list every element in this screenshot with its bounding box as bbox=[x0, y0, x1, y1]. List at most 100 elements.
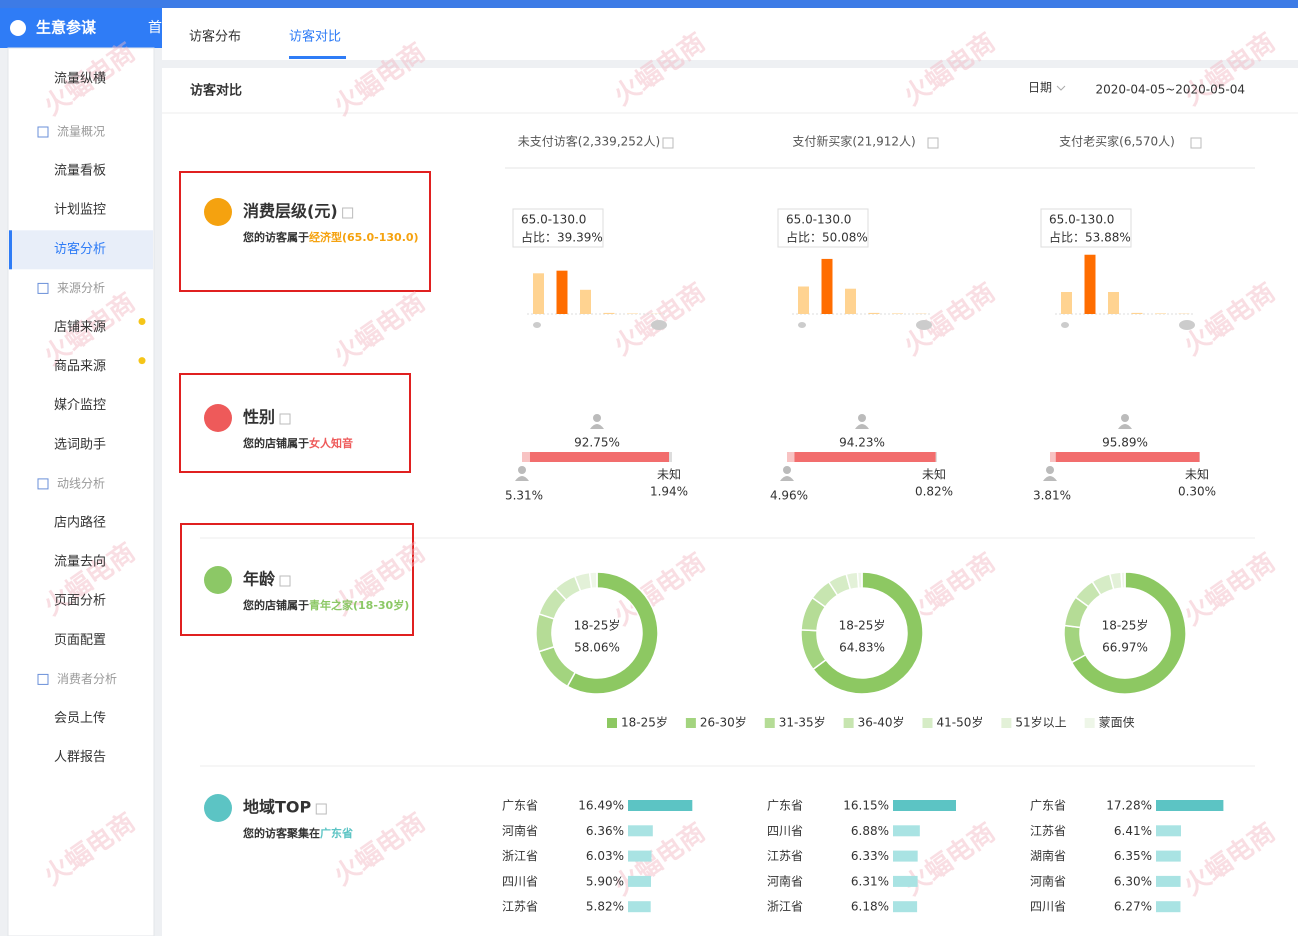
help-icon bbox=[315, 803, 327, 815]
female-share: 94.23% bbox=[839, 436, 885, 450]
sidebar-item[interactable]: 流量纵横 bbox=[54, 72, 106, 87]
sidebar-item[interactable]: 人群报告 bbox=[54, 750, 106, 765]
unknown-bar bbox=[669, 452, 672, 462]
person-icon bbox=[593, 414, 601, 422]
province-share: 6.33% bbox=[851, 849, 889, 863]
sidebar-item[interactable]: 店铺来源 bbox=[54, 320, 106, 335]
province-share: 6.31% bbox=[851, 874, 889, 888]
bar bbox=[892, 313, 903, 314]
province: 浙江省 bbox=[767, 900, 803, 914]
date-label[interactable]: 日期 bbox=[1028, 81, 1052, 95]
person-icon bbox=[780, 476, 794, 481]
row-desc: 您的访客聚集在 bbox=[243, 826, 320, 840]
province-bar bbox=[893, 901, 918, 913]
coins-icon bbox=[651, 320, 667, 330]
unknown-label: 未知 bbox=[1185, 468, 1209, 482]
coin-icon bbox=[533, 322, 541, 328]
province: 广东省 bbox=[1030, 799, 1066, 813]
sidebar-item[interactable]: 访客分析 bbox=[54, 241, 106, 257]
donut-center-value: 64.83% bbox=[839, 641, 885, 655]
bar bbox=[603, 312, 615, 314]
province-share: 6.41% bbox=[1114, 824, 1152, 838]
legend-label: 26-30岁 bbox=[700, 715, 747, 730]
donut-slice bbox=[811, 571, 924, 695]
unknown-label: 未知 bbox=[657, 468, 681, 482]
province-bar bbox=[893, 875, 918, 887]
province-bar bbox=[628, 875, 652, 887]
coin-icon bbox=[798, 322, 806, 328]
province: 江苏省 bbox=[502, 900, 538, 914]
legend-label: 51岁以上 bbox=[1015, 715, 1066, 730]
tab[interactable]: 访客分布 bbox=[189, 29, 241, 45]
province-share: 6.30% bbox=[1114, 874, 1152, 888]
sidebar-item[interactable]: 页面分析 bbox=[54, 594, 106, 609]
tooltip-range: 65.0-130.0 bbox=[786, 213, 851, 227]
tooltip-share: 占比：39.39% bbox=[521, 230, 603, 245]
tab[interactable]: 访客对比 bbox=[289, 29, 341, 45]
male-bar bbox=[1050, 452, 1056, 462]
sidebar-group: 来源分析 bbox=[57, 281, 105, 295]
date-range: 2020-04-05~2020-05-04 bbox=[1095, 83, 1245, 97]
bar bbox=[1131, 312, 1143, 314]
sidebar-item[interactable]: 计划监控 bbox=[54, 203, 106, 218]
province-bar bbox=[1156, 800, 1224, 811]
sidebar-group: 流量概况 bbox=[57, 125, 105, 139]
sidebar-item[interactable]: 流量去向 bbox=[54, 554, 106, 570]
active-bar bbox=[9, 230, 12, 270]
sidebar-item[interactable]: 页面配置 bbox=[54, 633, 106, 648]
help-icon bbox=[662, 137, 674, 149]
province-bar bbox=[893, 800, 956, 811]
row-desc: 您的店铺属于 bbox=[243, 598, 309, 612]
sidebar-item[interactable]: 会员上传 bbox=[54, 711, 106, 726]
donut-center-label: 18-25岁 bbox=[1102, 618, 1149, 633]
top-strip bbox=[0, 0, 1298, 8]
province: 江苏省 bbox=[767, 849, 803, 863]
legend-swatch bbox=[922, 718, 933, 728]
bar bbox=[1084, 254, 1096, 314]
donut-center-label: 18-25岁 bbox=[839, 618, 886, 633]
donut-slice bbox=[856, 571, 863, 589]
unknown-bar bbox=[935, 452, 938, 462]
sidebar-item[interactable]: 流量看板 bbox=[54, 163, 106, 179]
brand-icon bbox=[10, 20, 26, 36]
sidebar-item[interactable]: 店内路径 bbox=[54, 515, 106, 531]
donut-center-label: 18-25岁 bbox=[574, 618, 621, 633]
help-icon bbox=[342, 207, 354, 219]
highlight-box bbox=[179, 171, 431, 292]
row-title: 消费层级(元) bbox=[243, 202, 338, 221]
person-icon bbox=[1043, 476, 1057, 481]
help-icon bbox=[279, 413, 291, 425]
group-icon bbox=[37, 478, 49, 490]
male-share: 4.96% bbox=[770, 489, 808, 503]
sidebar-item[interactable]: 媒介监控 bbox=[54, 398, 106, 413]
person-icon bbox=[518, 466, 526, 474]
donut-slice bbox=[535, 612, 556, 653]
province-bar bbox=[628, 825, 653, 837]
male-share: 5.31% bbox=[505, 489, 543, 503]
unknown-share: 0.30% bbox=[1178, 485, 1216, 499]
row-title: 地域TOP bbox=[243, 798, 312, 817]
female-bar bbox=[529, 452, 670, 462]
column-header: 未支付访客(2,339,252人) bbox=[518, 134, 660, 149]
donut-slice bbox=[566, 571, 659, 695]
sidebar-item[interactable]: 选词助手 bbox=[54, 437, 106, 452]
row-icon bbox=[204, 404, 232, 432]
bar bbox=[533, 273, 544, 314]
sidebar bbox=[7, 47, 155, 936]
column-header: 支付老买家(6,570人) bbox=[1059, 134, 1175, 149]
highlight-box bbox=[179, 373, 411, 473]
province: 四川省 bbox=[1030, 900, 1066, 914]
sidebar-item[interactable]: 商品来源 bbox=[54, 359, 106, 374]
top-nav[interactable]: 首 bbox=[148, 20, 162, 36]
female-bar bbox=[794, 452, 936, 462]
sidebar-group: 消费者分析 bbox=[57, 672, 117, 686]
province-share: 6.88% bbox=[851, 824, 889, 838]
province-share: 6.27% bbox=[1114, 900, 1152, 914]
person-icon bbox=[858, 414, 866, 422]
chevron bbox=[1056, 85, 1066, 91]
male-share: 3.81% bbox=[1033, 489, 1071, 503]
legend-label: 36-40岁 bbox=[858, 715, 905, 730]
sidebar-group: 动线分析 bbox=[57, 476, 105, 490]
legend-swatch bbox=[1001, 718, 1012, 728]
